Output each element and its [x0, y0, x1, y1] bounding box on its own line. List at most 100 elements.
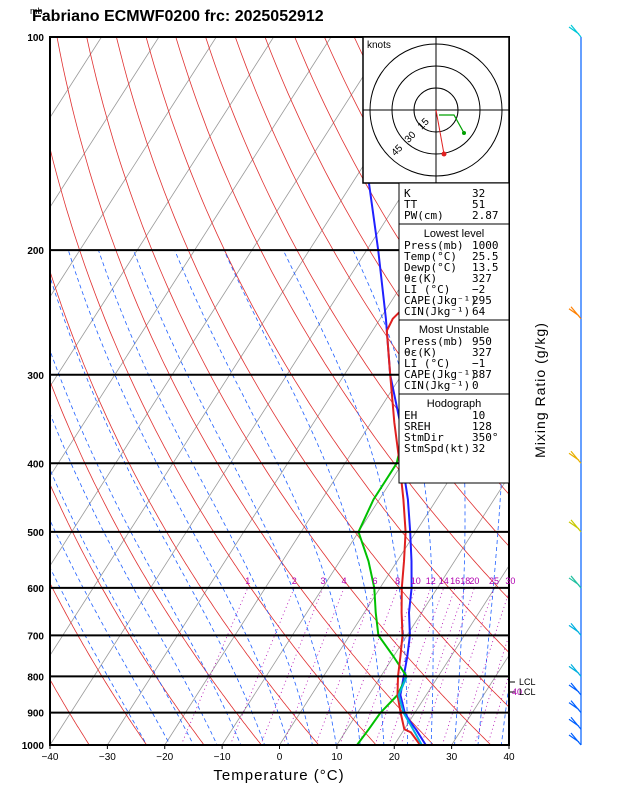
isotherm-line: [50, 37, 217, 298]
hodograph-ring: [413, 87, 459, 133]
mixing-ratio-line: [474, 633, 509, 745]
temperature-tick-label: −20: [156, 752, 173, 763]
mixing-ratio-label: 30: [505, 576, 515, 586]
mixing-ratio-line: [229, 587, 295, 745]
mixing-ratio-label: 25: [489, 576, 499, 586]
isotherm-line: [336, 475, 509, 745]
index-tt-label: TT: [404, 198, 418, 211]
hodograph-units-label: knots: [367, 40, 391, 51]
wind-barb: [568, 306, 582, 320]
hodograph-row-label: EH: [404, 409, 417, 422]
most-unstable-row-value: 387: [472, 368, 492, 381]
wind-barb: [568, 716, 582, 730]
pressure-tick-label: 900: [27, 709, 44, 720]
chart-title: Fabriano ECMWF0200 frc: 2025052912: [32, 8, 324, 25]
mixing-ratio-axis-label: Mixing Ratio (g/kg): [532, 322, 548, 458]
dry-adiabat-line: [50, 270, 320, 745]
moist-adiabat-line: [133, 249, 337, 745]
wind-barb: [568, 450, 582, 464]
wind-barb: [568, 700, 582, 713]
temperature-tick-label: 40: [503, 752, 515, 763]
lcl-label: LCL: [519, 687, 536, 697]
mixing-ratio-label: 1: [245, 576, 250, 586]
lcl-prefix-label: 40: [512, 687, 522, 697]
most-unstable-row-value: −1: [472, 357, 485, 370]
mixing-ratio-line: [315, 587, 376, 745]
dry-adiabat-line: [205, 37, 509, 547]
moist-adiabat-line: [50, 349, 242, 745]
isotherm-line: [50, 37, 389, 567]
wind-barb: [568, 575, 582, 589]
wind-barb: [568, 519, 582, 533]
lowest-level-row-value: 13.5: [472, 261, 499, 274]
mixing-ratio-label: 6: [372, 576, 377, 586]
mixing-ratio-label: 2: [292, 576, 297, 586]
most-unstable-row-label: θε(K): [404, 346, 437, 359]
mixing-ratio-label: 10: [411, 576, 421, 586]
moist-adiabat-line: [50, 519, 171, 745]
lowest-level-row-value: −2: [472, 283, 485, 296]
moist-adiabat-line: [223, 249, 385, 745]
mixing-ratio-label: 3: [320, 576, 325, 586]
lowest-level-row-label: CAPE(Jkg⁻¹): [404, 294, 477, 307]
mixing-ratio-label: 14: [439, 576, 449, 586]
most-unstable-row-label: CAPE(Jkg⁻¹): [404, 368, 477, 381]
hodograph-row-value: 350°: [472, 431, 499, 444]
pressure-tick-label: 500: [27, 528, 44, 539]
wind-barb: [568, 24, 582, 38]
mixing-ratio-line: [487, 673, 509, 745]
isotherm-line: [50, 37, 332, 477]
temperature-tick-label: 0: [277, 752, 283, 763]
lowest-level-row-value: 327: [472, 272, 492, 285]
index-k-value: 32: [472, 187, 485, 200]
pressure-tick-label: 100: [27, 33, 44, 44]
dry-adiabat-line: [502, 37, 509, 49]
dry-adiabat-line: [50, 146, 377, 745]
mixing-ratio-line: [459, 590, 509, 745]
hodograph-row-value: 128: [472, 420, 492, 433]
isotherm-line: [50, 37, 274, 388]
lowest-level-row-label: Press(mb): [404, 239, 464, 252]
lowest-level-row-value: 25.5: [472, 250, 499, 263]
wind-barb: [568, 732, 582, 746]
mixing-ratio-label: 8: [395, 576, 400, 586]
dry-adiabat-line: [581, 21, 618, 760]
hodograph-ring: [369, 43, 503, 177]
hodograph-row-value: 32: [472, 442, 485, 455]
most-unstable-heading: Most Unstable: [419, 324, 489, 336]
lcl-label: LCL: [519, 677, 536, 687]
index-pw-value: 2.87: [472, 209, 499, 222]
pressure-tick-label: 400: [27, 459, 44, 470]
x-axis-label: Temperature (°C): [213, 767, 344, 784]
index-tt-value: 51: [472, 198, 485, 211]
moist-adiabat-line: [50, 275, 266, 745]
moist-adiabat-line: [98, 249, 313, 745]
storm-motion-point: [441, 151, 447, 157]
hodograph-trace: [439, 114, 465, 134]
lowest-level-row-label: Temp(°C): [404, 250, 457, 263]
pressure-tick-label: 300: [27, 371, 44, 382]
mixing-ratio-line: [180, 587, 249, 745]
dry-adiabat-line: [234, 37, 509, 495]
hodograph-row-label: SREH: [404, 420, 431, 433]
temperature-tick-label: 30: [446, 752, 458, 763]
lowest-level-heading: Lowest level: [424, 228, 485, 240]
most-unstable-row-label: LI (°C): [404, 357, 450, 370]
moist-adiabat-line: [500, 681, 509, 745]
dry-adiabat-line: [115, 37, 509, 708]
pressure-tick-label: 700: [27, 631, 44, 642]
lowest-level-row-value: 295: [472, 294, 492, 307]
temperature-tick-label: 20: [389, 752, 401, 763]
mixing-ratio-label: 12: [426, 576, 436, 586]
most-unstable-row-value: 0: [472, 379, 479, 392]
isotherm-line: [508, 744, 509, 745]
temperature-tick-label: −10: [214, 752, 231, 763]
dry-adiabat-line: [86, 37, 492, 745]
lowest-level-row-label: LI (°C): [404, 283, 450, 296]
dry-adiabat-line: [50, 678, 90, 745]
index-k-label: K: [404, 187, 411, 200]
temperature-tick-label: 10: [331, 752, 343, 763]
hodograph-point: [462, 131, 466, 135]
hodograph-row-value: 10: [472, 409, 485, 422]
